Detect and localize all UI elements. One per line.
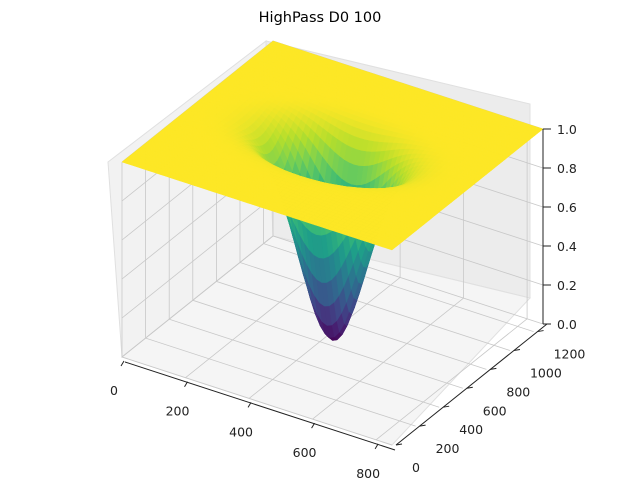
y-tick — [466, 386, 473, 389]
y-tick — [395, 443, 403, 446]
y-axis-line — [395, 323, 548, 446]
z-tick-label: 0.4 — [557, 239, 577, 254]
y-tick — [490, 367, 497, 370]
y-tick-label: 800 — [506, 384, 530, 399]
axes — [120, 128, 551, 451]
y-tick — [443, 405, 450, 408]
x-tick-label: 200 — [166, 404, 190, 419]
z-tick-label: 1.0 — [557, 122, 577, 137]
z-tick-label: 0.0 — [557, 317, 577, 332]
z-tick-label: 0.2 — [557, 278, 577, 293]
z-tick-label: 0.8 — [557, 161, 577, 176]
x-tick-label: 400 — [229, 424, 253, 439]
x-tick-label: 600 — [293, 445, 317, 460]
x-tick-label: 0 — [110, 383, 118, 398]
surface-patch — [386, 246, 396, 251]
y-tick-label: 400 — [459, 422, 483, 437]
x-axis-line — [124, 361, 396, 451]
x-tick — [184, 381, 188, 387]
x-tick — [120, 360, 125, 367]
y-tick — [513, 348, 521, 351]
y-tick-label: 200 — [436, 441, 460, 456]
x-tick-label: 800 — [356, 466, 380, 480]
surface-plot — [121, 40, 544, 341]
y-tick — [537, 330, 544, 333]
grid-line-z — [121, 235, 544, 358]
y-tick — [419, 424, 426, 427]
y-tick-label: 1000 — [530, 365, 562, 380]
x-tick — [374, 443, 379, 450]
x-tick — [311, 422, 316, 429]
z-tick-label: 0.6 — [557, 200, 577, 215]
chart-title: HighPass D0 100 — [259, 10, 382, 26]
y-tick-label: 1200 — [554, 347, 586, 362]
y-tick-label: 0 — [412, 460, 420, 475]
y-tick-label: 600 — [483, 403, 507, 418]
x-tick — [247, 402, 252, 408]
